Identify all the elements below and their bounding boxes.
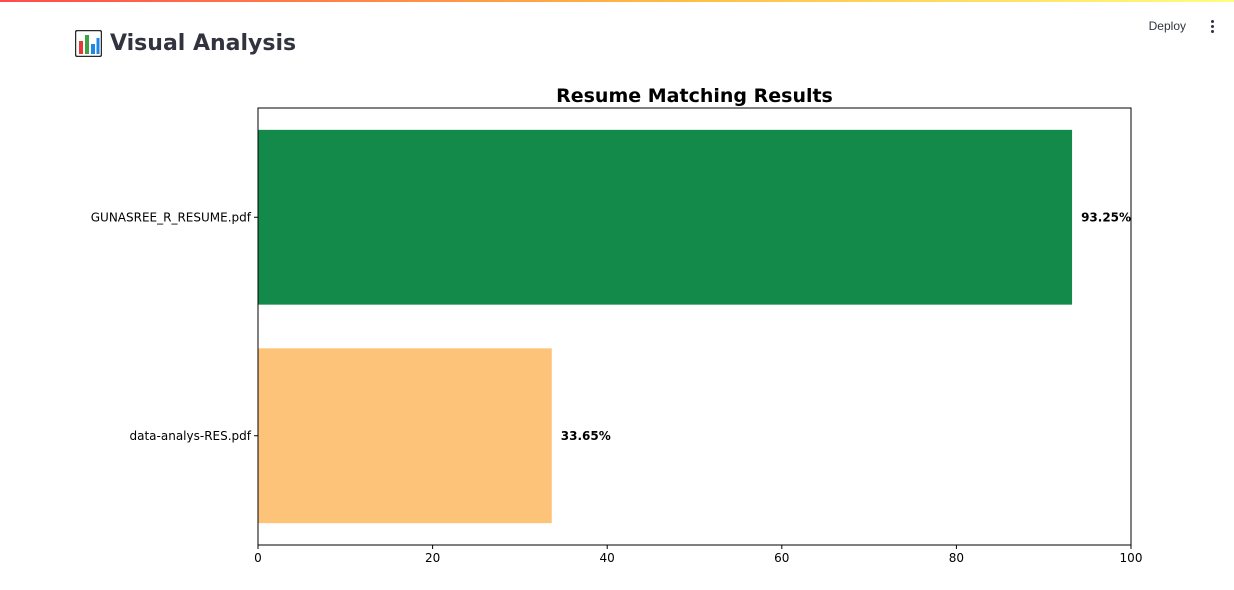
header-decoration-bar [0, 0, 1234, 2]
chart-title: Resume Matching Results [556, 85, 833, 107]
x-tick-label-0: 0 [254, 551, 262, 565]
y-tick-label-1: data-analys-RES.pdf [130, 429, 252, 443]
x-tick-label-1: 20 [425, 551, 440, 565]
page-title-text: Visual Analysis [110, 31, 297, 56]
bar-chart-icon [75, 30, 102, 57]
x-tick-label-4: 80 [949, 551, 964, 565]
value-label-1: 33.65% [561, 429, 611, 443]
plot-frame [257, 107, 1132, 546]
x-tick-label-3: 60 [774, 551, 789, 565]
app-header-actions: Deploy [1143, 14, 1220, 38]
deploy-button[interactable]: Deploy [1143, 15, 1192, 37]
value-label-0: 93.25% [1081, 210, 1131, 224]
x-tick-label-2: 40 [600, 551, 615, 565]
y-tick-label-0: GUNASREE_R_RESUME.pdf [91, 210, 252, 224]
resume-matching-chart: Resume Matching Results GUNASREE_R_RESUME… [91, 85, 1143, 565]
x-tick-label-5: 100 [1120, 551, 1143, 565]
bar-0 [258, 129, 1073, 305]
page-title: Visual Analysis [75, 30, 296, 57]
more-vertical-icon[interactable] [1204, 14, 1220, 38]
bar-1 [258, 348, 552, 524]
